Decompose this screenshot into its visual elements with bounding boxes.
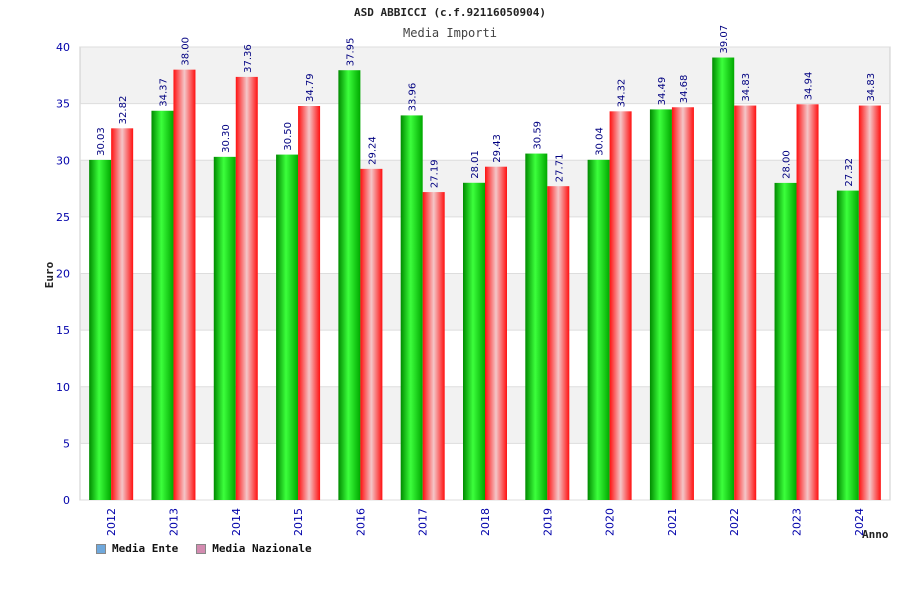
data-label: 28.01 bbox=[470, 150, 481, 179]
bar-media-ente bbox=[151, 110, 174, 500]
data-label: 37.95 bbox=[345, 38, 356, 67]
bars bbox=[89, 57, 881, 501]
data-label: 30.03 bbox=[96, 127, 107, 156]
data-label: 34.79 bbox=[305, 73, 316, 102]
data-label: 33.96 bbox=[408, 83, 419, 112]
bar-media-nazionale bbox=[858, 105, 881, 501]
bar-media-ente bbox=[836, 190, 859, 500]
x-tick-label: 2018 bbox=[479, 508, 492, 536]
bar-media-ente bbox=[89, 159, 112, 500]
y-tick-label: 20 bbox=[56, 268, 70, 281]
bar-media-nazionale bbox=[173, 69, 196, 501]
data-label: 27.19 bbox=[430, 159, 441, 188]
data-label: 28.00 bbox=[782, 150, 793, 179]
x-tick-label: 2015 bbox=[292, 508, 305, 536]
data-label: 30.59 bbox=[532, 121, 543, 150]
y-tick-label: 35 bbox=[56, 98, 70, 111]
x-tick-label: 2024 bbox=[853, 508, 866, 536]
legend-item-ente: Media Ente bbox=[96, 542, 178, 555]
bar-media-ente bbox=[276, 154, 299, 500]
y-tick-label: 40 bbox=[56, 41, 70, 54]
bar-media-nazionale bbox=[734, 105, 757, 501]
x-tick-label: 2013 bbox=[167, 508, 180, 536]
data-label: 34.83 bbox=[741, 73, 752, 102]
data-label: 29.24 bbox=[367, 136, 378, 165]
data-label: 34.37 bbox=[158, 78, 169, 107]
y-tick-label: 30 bbox=[56, 154, 70, 167]
bar-media-ente bbox=[587, 159, 610, 500]
x-axis-label: Anno bbox=[862, 528, 889, 541]
bar-media-nazionale bbox=[796, 104, 819, 500]
data-label: 27.32 bbox=[844, 158, 855, 187]
data-label: 37.36 bbox=[243, 44, 254, 73]
chart-subtitle: Media Importi bbox=[403, 26, 497, 40]
bar-media-nazionale bbox=[360, 168, 383, 500]
bar-media-nazionale bbox=[235, 76, 258, 500]
bar-media-ente bbox=[463, 182, 485, 500]
x-tick-label: 2012 bbox=[105, 508, 118, 536]
legend-item-nazionale: Media Nazionale bbox=[196, 542, 312, 555]
x-tick-label: 2021 bbox=[666, 508, 679, 536]
data-label: 32.82 bbox=[118, 96, 129, 125]
bar-media-ente bbox=[712, 57, 735, 500]
x-tick-label: 2022 bbox=[728, 508, 741, 536]
data-label: 39.07 bbox=[719, 25, 730, 54]
y-tick-label: 15 bbox=[56, 324, 70, 337]
plot-band bbox=[80, 47, 890, 104]
bar-media-nazionale bbox=[547, 186, 570, 500]
bar-media-nazionale bbox=[609, 111, 632, 501]
data-label: 34.32 bbox=[617, 79, 628, 108]
data-label: 30.04 bbox=[595, 127, 606, 156]
x-tick-label: 2020 bbox=[604, 508, 617, 536]
data-labels: 30.03 32.82 34.37 38.00 30.30 37.36 30.50 34.79… bbox=[96, 25, 877, 188]
y-tick-label: 5 bbox=[63, 437, 70, 450]
bar-media-ente bbox=[649, 109, 672, 500]
data-label: 34.94 bbox=[804, 72, 815, 101]
y-tick-label: 10 bbox=[56, 381, 70, 394]
x-tick-label: 2023 bbox=[791, 508, 804, 536]
bar-media-nazionale bbox=[298, 106, 321, 501]
y-tick-label: 0 bbox=[63, 494, 70, 507]
legend-swatch-nazionale bbox=[196, 543, 207, 554]
legend-label-ente: Media Ente bbox=[112, 542, 179, 555]
legend: Media Ente Media Nazionale bbox=[96, 542, 312, 555]
x-tick-label: 2014 bbox=[230, 508, 243, 536]
data-label: 30.30 bbox=[221, 124, 232, 153]
data-label: 34.49 bbox=[657, 77, 668, 106]
bar-media-nazionale bbox=[485, 166, 507, 500]
data-label: 34.68 bbox=[679, 75, 690, 104]
chart-title: ASD ABBICCI (c.f.92116050904) bbox=[354, 6, 546, 19]
x-tick-label: 2017 bbox=[417, 508, 430, 536]
data-label: 29.43 bbox=[492, 134, 503, 163]
bar-media-ente bbox=[400, 115, 423, 500]
data-label: 30.50 bbox=[283, 122, 294, 151]
legend-label-nazionale: Media Nazionale bbox=[212, 542, 312, 555]
bar-media-ente bbox=[213, 156, 236, 501]
data-label: 34.83 bbox=[866, 73, 877, 102]
bar-media-ente bbox=[525, 153, 548, 501]
bar-media-nazionale bbox=[111, 128, 134, 500]
plot-band bbox=[80, 103, 890, 161]
data-label: 27.71 bbox=[554, 154, 565, 183]
y-tick-label: 25 bbox=[56, 211, 70, 224]
bar-media-nazionale bbox=[422, 192, 445, 501]
bar-media-ente bbox=[338, 70, 361, 500]
bar-media-nazionale bbox=[671, 107, 694, 501]
x-tick-label: 2016 bbox=[354, 508, 367, 536]
bar-media-ente bbox=[774, 182, 797, 500]
x-tick-label: 2019 bbox=[541, 508, 554, 536]
legend-swatch-ente bbox=[96, 543, 106, 554]
data-label: 38.00 bbox=[180, 37, 191, 66]
x-axis-ticks: 2012 2013 2014 2015 2016 2017 2018 2019 2020 2021… bbox=[105, 508, 866, 536]
y-axis-ticks: 0 5 10 15 20 25 30 35 40 bbox=[56, 41, 70, 507]
y-axis-label: Euro bbox=[43, 261, 56, 288]
